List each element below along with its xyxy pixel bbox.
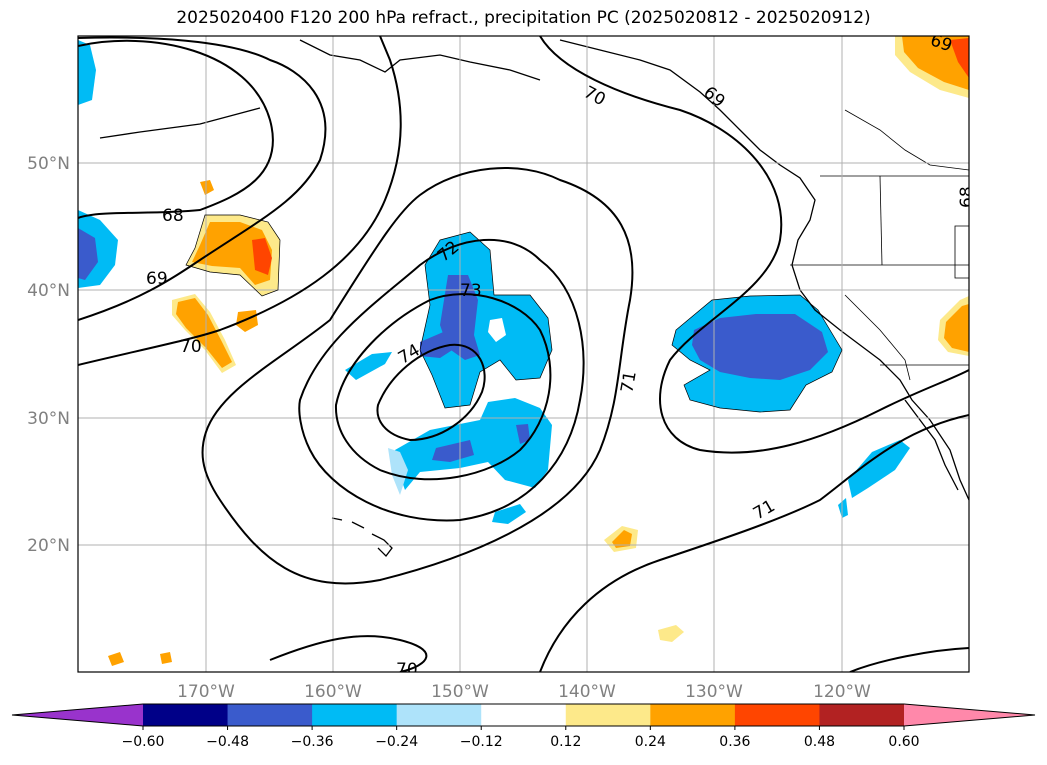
- colorbar-bin: [565, 704, 651, 726]
- lat-label: 20°N: [27, 536, 70, 556]
- lat-label: 50°N: [27, 154, 70, 174]
- coastlines: [99, 39, 969, 501]
- colorbar-tick-label: 0.12: [550, 734, 581, 750]
- contour-label: 69: [146, 269, 168, 289]
- colorbar-tick-label: 0.24: [635, 734, 666, 750]
- lon-label: 140°W: [558, 682, 616, 702]
- lon-label: 120°W: [813, 682, 871, 702]
- colorbar-bin: [481, 704, 567, 726]
- colorbar-bin: [819, 704, 905, 726]
- contour-label: 68: [162, 206, 184, 226]
- shading-outlines: [185, 214, 843, 413]
- lon-label: 170°W: [177, 682, 235, 702]
- colorbar-bin: [396, 704, 482, 726]
- colorbar-tick-label: −0.60: [122, 734, 165, 750]
- contour-label: 70: [396, 660, 418, 680]
- latitude-labels: 50°N 40°N 30°N 20°N: [27, 154, 70, 556]
- colorbar-bin: [650, 704, 736, 726]
- lon-label: 130°W: [685, 682, 743, 702]
- contour-label: 68: [957, 186, 977, 208]
- refractivity-contours: [78, 36, 969, 672]
- hawaii-islands: [331, 517, 393, 557]
- colorbar-extend-low: [12, 704, 143, 726]
- contour-label: 69: [928, 30, 955, 56]
- colorbar-tick-label: −0.12: [460, 734, 503, 750]
- colorbar-tick-label: −0.36: [291, 734, 334, 750]
- longitude-labels: 170°W 160°W 150°W 140°W 130°W 120°W: [177, 682, 871, 702]
- contour-label: 71: [617, 370, 640, 395]
- colorbar-tick-label: 0.60: [888, 734, 919, 750]
- political-borders: [790, 109, 969, 381]
- colorbar-bin: [143, 704, 229, 726]
- lon-label: 160°W: [304, 682, 362, 702]
- colorbar-tick-label: 0.48: [804, 734, 835, 750]
- colorbar-bin: [734, 704, 820, 726]
- colorbar-tick-label: −0.24: [375, 734, 418, 750]
- lat-label: 40°N: [27, 281, 70, 301]
- lon-label: 150°W: [431, 682, 489, 702]
- colorbar-bin: [227, 704, 313, 726]
- colorbar-tick-label: 0.36: [719, 734, 750, 750]
- colorbar-tick-label: −0.48: [206, 734, 249, 750]
- colorbar-bin: [312, 704, 398, 726]
- contour-label: 73: [460, 281, 482, 301]
- colorbar-extend-high: [904, 704, 1035, 726]
- lat-label: 30°N: [27, 409, 70, 429]
- map-frame: [77, 35, 970, 673]
- colorbar: −0.60 −0.48 −0.36 −0.24 −0.12 0.12 0.24 0.36 0.4…: [11, 703, 1036, 750]
- gridlines: [78, 36, 969, 672]
- contour-label: 70: [180, 337, 202, 357]
- map-title: 2025020400 F120 200 hPa refract., precip…: [176, 8, 871, 28]
